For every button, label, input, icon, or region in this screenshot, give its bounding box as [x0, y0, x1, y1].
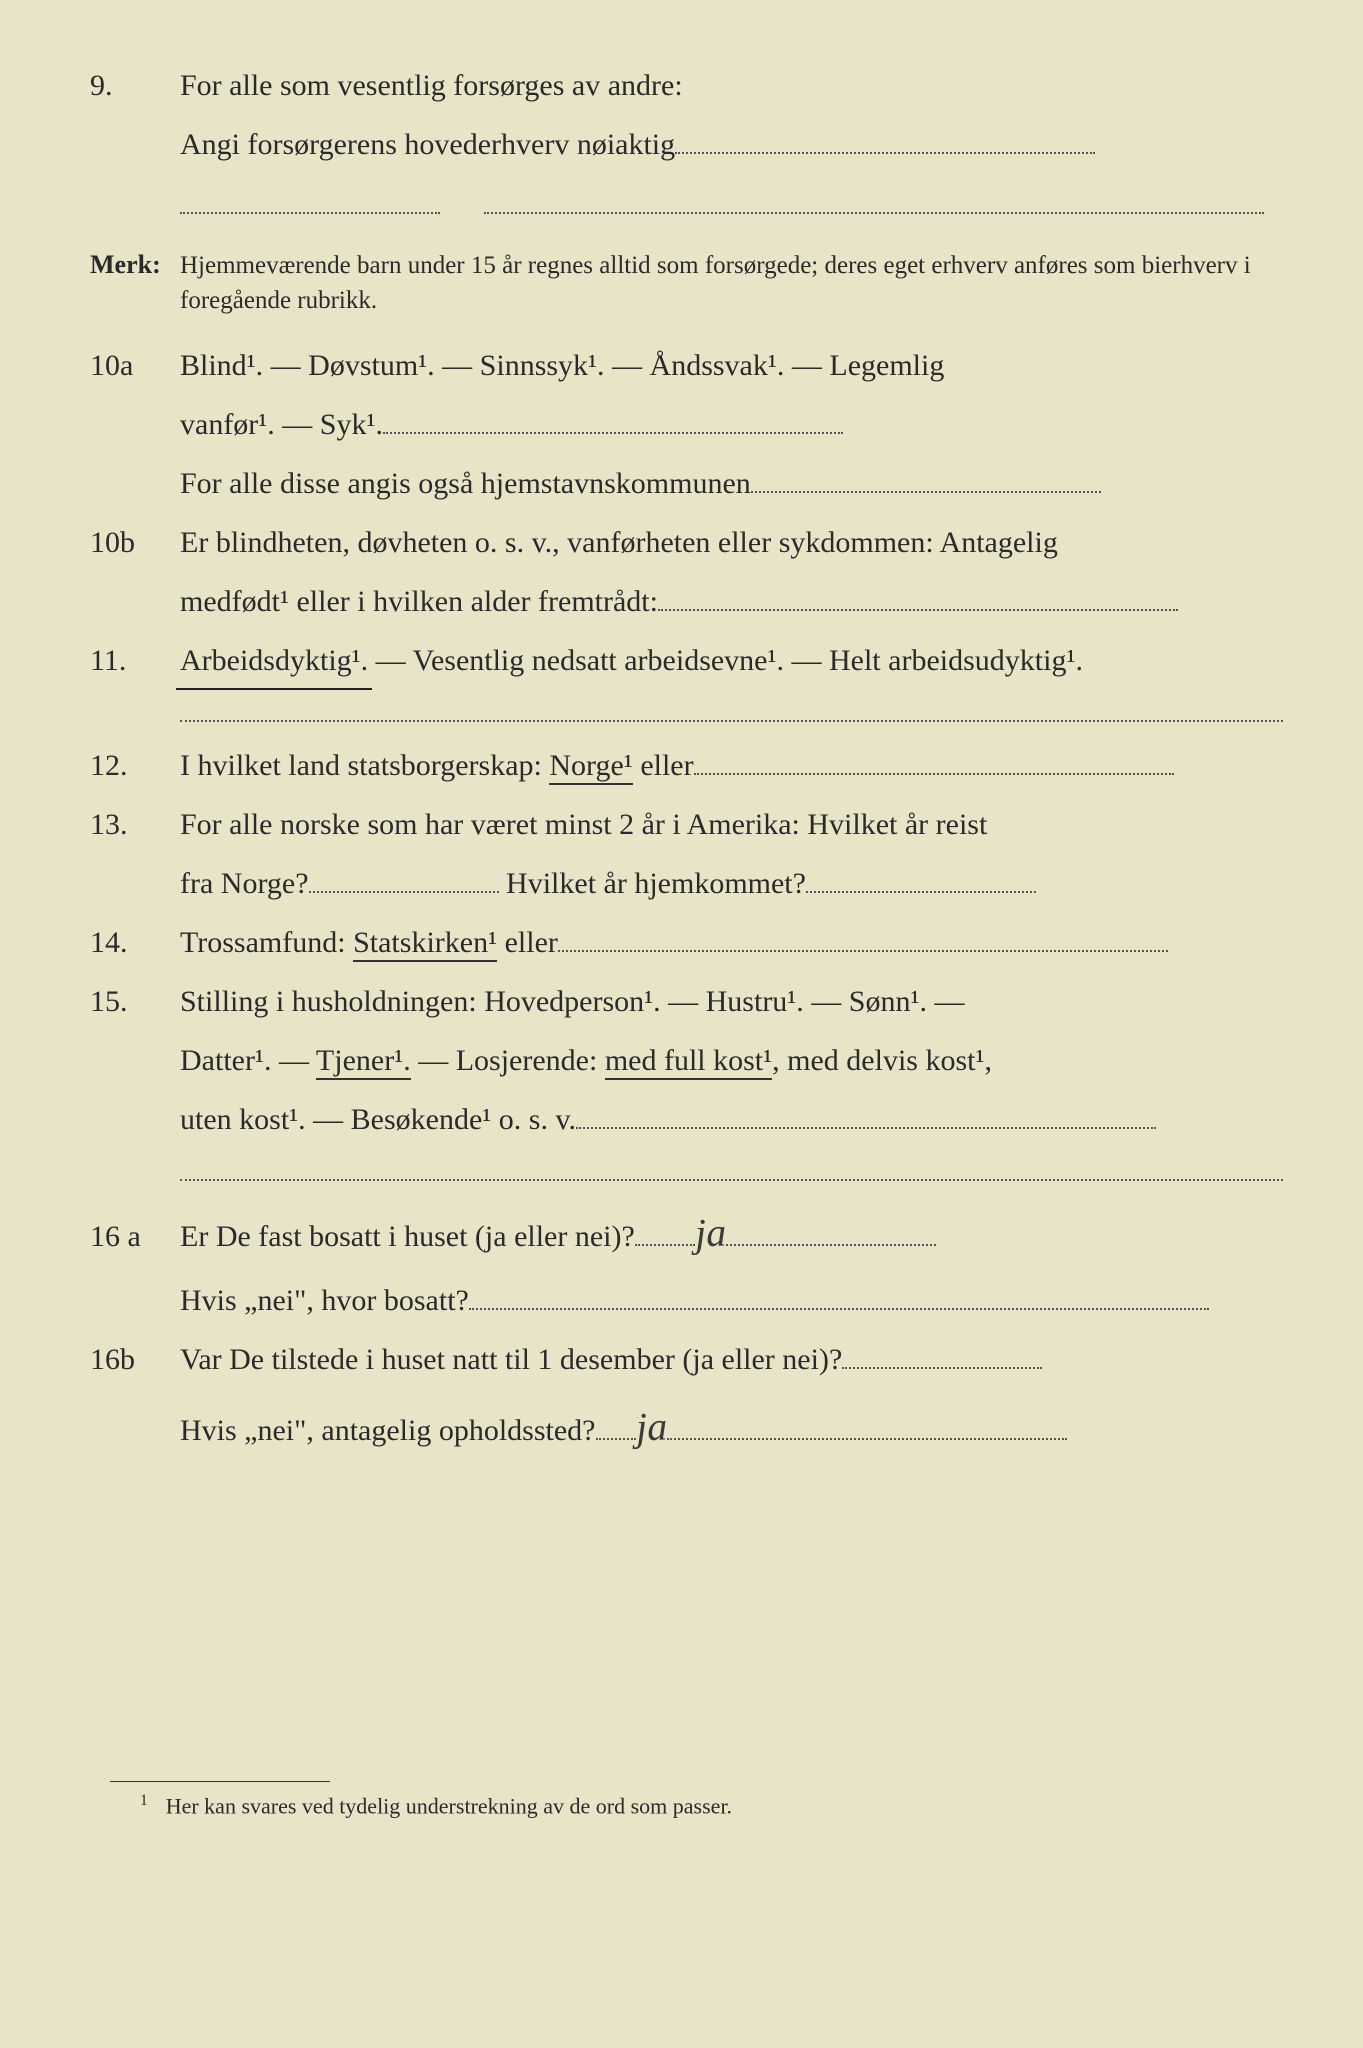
footnote-rule [110, 1781, 330, 1782]
q15-line3: uten kost¹. — Besøkende¹ o. s. v. [180, 1103, 576, 1136]
merk-label: Merk: [90, 243, 180, 287]
q12-number: 12. [90, 740, 180, 791]
q11-row: 11. Arbeidsdyktig¹. — Vesentlig nedsatt … [90, 635, 1283, 686]
q10b-blank [658, 609, 1178, 611]
q14-row: 14. Trossamfund: Statskirken¹ eller [90, 917, 1283, 968]
census-form-page: 9. For alle som vesentlig forsørges av a… [90, 60, 1283, 2008]
q14-number: 14. [90, 917, 180, 968]
q10b-line1: Er blindheten, døvheten o. s. v., vanfør… [180, 517, 1283, 568]
q15-row3: uten kost¹. — Besøkende¹ o. s. v. [90, 1094, 1283, 1145]
q10b-row1: 10b Er blindheten, døvheten o. s. v., va… [90, 517, 1283, 568]
q15-line1: Stilling i husholdningen: Hovedperson¹. … [180, 976, 1283, 1027]
q13-blank1 [309, 891, 499, 893]
merk-row: Merk: Hjemmeværende barn under 15 år reg… [90, 243, 1283, 318]
q16b-row2: Hvis „nei", antagelig opholdssted? ja [90, 1393, 1283, 1461]
q9-text1: For alle som vesentlig forsørges av andr… [180, 60, 1283, 111]
q10a-blank2 [751, 491, 1101, 493]
q10b-row2: medfødt¹ eller i hvilken alder fremtrådt… [90, 576, 1283, 627]
q10a-row3: For alle disse angis også hjemstavnskomm… [90, 458, 1283, 509]
q13-blank2 [806, 891, 1036, 893]
q16b-row1: 16b Var De tilstede i huset natt til 1 d… [90, 1334, 1283, 1385]
q10a-line2: vanfør¹. — Syk¹. [180, 408, 383, 441]
q9-blank-line-left [180, 190, 440, 214]
q15-blank [576, 1127, 1156, 1129]
footnote: 1 Her kan svares ved tydelig understrekni… [140, 1792, 1283, 1819]
q12-blank [694, 773, 1174, 775]
footnote-text: Her kan svares ved tydelig understreknin… [166, 1793, 732, 1818]
q10a-row1: 10a Blind¹. — Døvstum¹. — Sinnssyk¹. — Å… [90, 340, 1283, 391]
q13-line2b: Hvilket år hjemkommet? [499, 867, 806, 900]
q16a-answer: ja [694, 1198, 727, 1267]
q12-selected: Norge¹ [549, 749, 632, 785]
q16a-row1: 16 a Er De fast bosatt i huset (ja eller… [90, 1199, 1283, 1267]
q10b-line2: medfødt¹ eller i hvilken alder fremtrådt… [180, 585, 658, 618]
q13-line1: For alle norske som har været minst 2 år… [180, 799, 1283, 850]
q16a-row2: Hvis „nei", hvor bosatt? [90, 1275, 1283, 1326]
merk-text: Hjemmeværende barn under 15 år regnes al… [180, 248, 1283, 318]
q16a-blank [469, 1308, 1209, 1310]
q14-blank [558, 950, 1168, 952]
q11-blank-line [180, 698, 1283, 722]
q16b-blank1 [842, 1367, 1042, 1369]
q15-kost: med full kost¹ [605, 1044, 772, 1080]
q10a-options: Blind¹. — Døvstum¹. — Sinnssyk¹. — Åndss… [180, 340, 1283, 391]
q14-post: eller [497, 926, 558, 959]
q15-line2a: Datter¹. — [180, 1044, 316, 1077]
q10b-number: 10b [90, 517, 180, 568]
q11-selected: Arbeidsdyktig¹. [180, 635, 368, 686]
q9-row1: 9. For alle som vesentlig forsørges av a… [90, 60, 1283, 111]
q16b-line1: Var De tilstede i huset natt til 1 desem… [180, 1343, 842, 1376]
q13-line2a: fra Norge? [180, 867, 309, 900]
q12-row: 12. I hvilket land statsborgerskap: Norg… [90, 740, 1283, 791]
q15-row1: 15. Stilling i husholdningen: Hovedperso… [90, 976, 1283, 1027]
q15-tjener: Tjener¹. [316, 1044, 411, 1080]
q16b-answer: ja [634, 1392, 667, 1461]
q15-row2: Datter¹. — Tjener¹. — Losjerende: med fu… [90, 1035, 1283, 1086]
q10a-row2: vanfør¹. — Syk¹. [90, 399, 1283, 450]
q15-line2c: , med delvis kost¹, [772, 1044, 992, 1077]
q9-blank-line-right [484, 190, 1264, 214]
q16a-line1: Er De fast bosatt i huset (ja eller nei)… [180, 1220, 635, 1253]
q10a-number: 10a [90, 340, 180, 391]
q13-number: 13. [90, 799, 180, 850]
q15-line2b: — Losjerende: [411, 1044, 605, 1077]
footnote-marker: 1 [140, 1792, 148, 1809]
q11-rest: — Vesentlig nedsatt arbeidsevne¹. — Helt… [368, 644, 1083, 677]
q15-number: 15. [90, 976, 180, 1027]
q12-post: eller [633, 749, 694, 782]
q16a-line2: Hvis „nei", hvor bosatt? [180, 1284, 469, 1317]
q14-selected: Statskirken¹ [353, 926, 497, 962]
q14-pre: Trossamfund: [180, 926, 353, 959]
q16a-number: 16 a [90, 1211, 180, 1262]
q11-number: 11. [90, 635, 180, 686]
q16b-number: 16b [90, 1334, 180, 1385]
q12-pre: I hvilket land statsborgerskap: [180, 749, 549, 782]
q9-text2: Angi forsørgerens hovederhverv nøiaktig [180, 128, 675, 161]
q9-row2: Angi forsørgerens hovederhverv nøiaktig [90, 119, 1283, 170]
q15-blank-line [180, 1157, 1283, 1181]
q10a-line3: For alle disse angis også hjemstavnskomm… [180, 467, 751, 500]
q13-row2: fra Norge? Hvilket år hjemkommet? [90, 858, 1283, 909]
q16b-line2: Hvis „nei", antagelig opholdssted? [180, 1414, 596, 1447]
q9-number: 9. [90, 60, 180, 111]
q9-blank [675, 152, 1095, 154]
q13-row1: 13. For alle norske som har været minst … [90, 799, 1283, 850]
q10a-blank1 [383, 432, 843, 434]
